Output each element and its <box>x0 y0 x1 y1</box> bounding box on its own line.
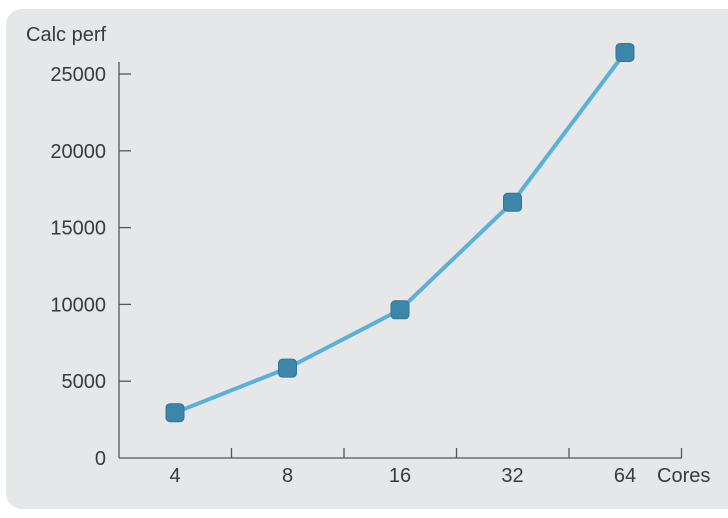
data-point <box>278 358 297 378</box>
x-tick-label: 32 <box>501 465 523 487</box>
data-point <box>165 403 185 423</box>
x-axis-label: Cores <box>657 465 710 487</box>
data-point <box>503 192 522 212</box>
x-tick-label: 64 <box>614 465 636 487</box>
data-point <box>390 300 410 320</box>
y-tick-label: 10000 <box>50 294 106 316</box>
y-tick-label: 5000 <box>62 371 107 393</box>
y-tick-label: 0 <box>95 448 106 470</box>
data-point <box>615 42 635 62</box>
y-axis-label: Calc perf <box>26 24 106 46</box>
chart-panel <box>6 9 728 509</box>
y-tick-label: 20000 <box>50 141 106 163</box>
x-tick-label: 4 <box>169 465 180 487</box>
x-tick-label: 16 <box>389 465 411 487</box>
y-tick-label: 25000 <box>50 64 106 86</box>
y-tick-label: 15000 <box>50 218 106 240</box>
x-tick-label: 8 <box>282 465 293 487</box>
series-line <box>173 50 627 415</box>
